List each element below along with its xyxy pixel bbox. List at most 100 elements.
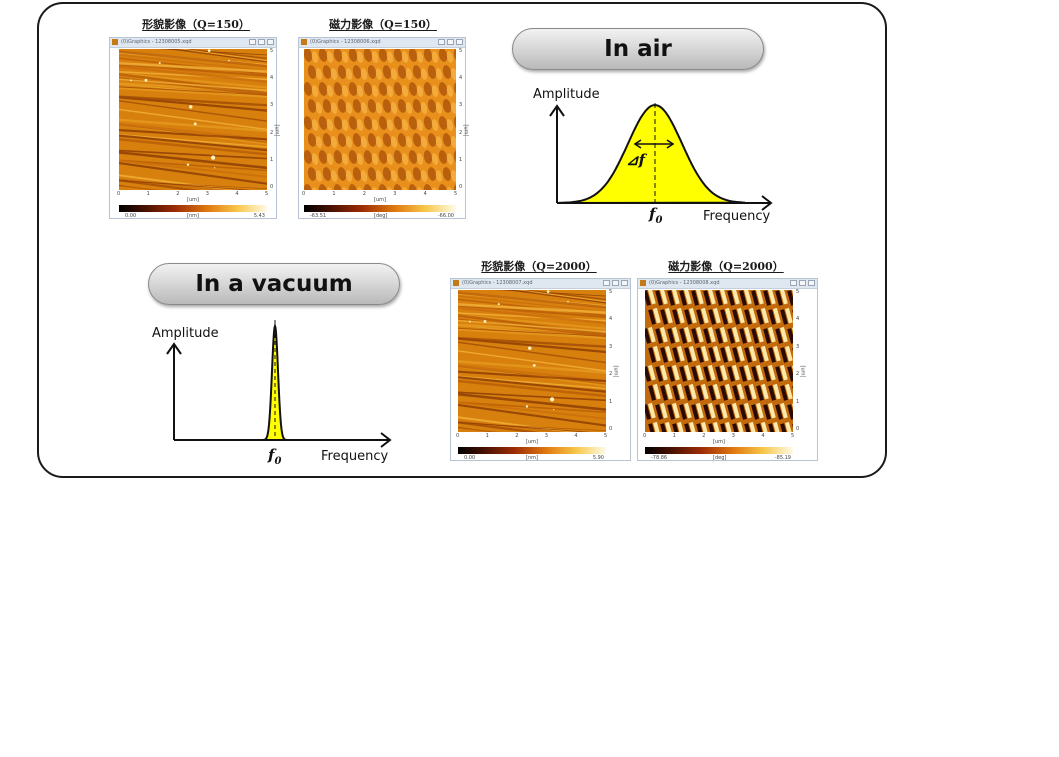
minimize-button[interactable] [249,39,256,45]
air-resonance-graph [549,103,773,211]
vacuum-y-axis-label: Amplitude [152,326,219,341]
window-caption: (0)Graphics - 12308005.xqd [121,39,192,45]
close-button[interactable] [621,280,628,286]
x-tick-label: 0 [456,433,460,439]
air-peak-label: f0 [649,205,663,226]
x-tick-label: 4 [761,433,765,439]
vacuum-peak-label: f0 [268,446,282,467]
y-tick-label: 2 [459,129,463,136]
color-scale-min: 0.00 [125,213,137,219]
y-tick-label: 4 [796,316,800,323]
maximize-button[interactable] [799,280,806,286]
y-tick-label: 5 [609,289,613,295]
afm-image [304,49,456,190]
window-caption: (0)Graphics - 12308006.xqd [310,39,381,45]
close-button[interactable] [456,39,463,45]
app-icon [112,39,118,45]
window-caption: (0)Graphics - 12308007.xqd [462,280,533,286]
vac-topo-title: 形貌影像（Q=2000） [481,260,597,273]
air-width-arrow-left [633,139,642,149]
x-tick-label: 5 [604,433,608,439]
color-scale-bar [304,205,456,212]
vac-mag-title: 磁力影像（Q=2000） [668,260,784,273]
minimize-button[interactable] [790,280,797,286]
color-scale-bar [119,205,267,212]
air-x-axis-label: Frequency [703,209,771,224]
x-tick-label: 4 [423,191,427,197]
air-width-label: ⊿f [626,151,646,169]
x-tick-label: 4 [235,191,239,197]
air-y-axis-label: Amplitude [533,87,600,102]
y-tick-label: 0 [270,184,274,190]
close-button[interactable] [267,39,274,45]
y-unit-label: [um] [273,124,280,136]
air-width-arrow-right [666,139,675,149]
x-tick-label: 2 [176,191,180,197]
y-tick-label: 5 [459,48,463,54]
vac-topo-window[interactable]: (0)Graphics - 12308007.xqd 0 1 2 3 4 5 [um] 5 4 3 2… [450,278,631,461]
app-icon [453,280,459,286]
minimize-button[interactable] [438,39,445,45]
maximize-button[interactable] [258,39,265,45]
air-topo-window[interactable]: (0)Graphics - 12308005.xqd 0 1 2 3 4 5 [um] 5 4 3 2… [109,37,280,219]
y-tick-label: 5 [796,289,800,295]
y-tick-label: 2 [796,371,800,378]
color-scale-max: 5.90 [592,455,604,461]
x-tick-label: 3 [731,433,735,439]
vacuum-y-arrowhead [166,342,182,355]
close-button[interactable] [808,280,815,286]
color-scale-min: 0.00 [464,455,476,461]
y-tick-label: 1 [459,156,463,163]
x-tick-label: 1 [332,191,336,197]
y-tick-label: 1 [609,398,613,405]
x-tick-label: 1 [485,433,489,439]
window-titlebar: (0)Graphics - 12308005.xqd [110,38,276,48]
air-y-arrowhead [549,104,565,117]
x-tick-label: 1 [146,191,150,197]
color-scale-unit: [nm] [526,455,538,461]
minimize-button[interactable] [603,280,610,286]
afm-image [119,49,267,190]
color-scale-bar [645,447,793,454]
color-scale-bar [458,447,606,454]
window-titlebar: (0)Graphics - 12308008.xqd [638,279,817,289]
x-tick-label: 5 [265,191,269,197]
air-mag-window[interactable]: (0)Graphics - 12308006.xqd 0 1 2 3 4 5 [um] 5 4 3 2… [298,37,468,219]
x-tick-label: 1 [672,433,676,439]
x-unit-label: [um] [374,197,386,203]
vacuum-x-arrowhead [380,432,392,448]
y-tick-label: 1 [270,156,274,163]
x-tick-label: 3 [205,191,209,197]
color-scale-max: -66.00 [437,213,454,219]
x-tick-label: 3 [393,191,397,197]
air-x-arrowhead [761,195,773,211]
y-tick-label: 4 [609,316,613,323]
window-titlebar: (0)Graphics - 12308006.xqd [299,38,465,48]
x-tick-label: 3 [544,433,548,439]
maximize-button[interactable] [447,39,454,45]
y-tick-label: 0 [796,426,800,432]
color-scale-max: 5.43 [253,213,265,219]
y-tick-label: 5 [270,48,274,54]
x-tick-label: 0 [302,191,306,197]
y-tick-label: 2 [270,129,274,136]
window-caption: (0)Graphics - 12308008.xqd [649,280,720,286]
color-scale-min: -63.51 [310,213,327,219]
y-tick-label: 3 [459,102,463,109]
color-scale-max: -85.19 [774,455,791,461]
x-tick-label: 4 [574,433,578,439]
vacuum-x-axis-label: Frequency [321,449,389,464]
vac-mag-window[interactable]: (0)Graphics - 12308008.xqd 0 1 2 3 4 5 [um] 5 4 3 2… [637,278,818,461]
x-tick-label: 2 [702,433,706,439]
y-tick-label: 0 [459,184,463,190]
y-tick-label: 1 [796,398,800,405]
air-mag-title: 磁力影像（Q=150） [329,18,437,31]
maximize-button[interactable] [612,280,619,286]
color-scale-unit: [nm] [187,213,199,219]
vacuum-resonance-graph [166,320,392,448]
window-titlebar: (0)Graphics - 12308007.xqd [451,279,630,289]
afm-image [645,290,793,432]
y-tick-label: 0 [609,426,613,432]
color-scale-unit: [deg] [713,455,727,461]
x-unit-label: [um] [187,197,199,203]
